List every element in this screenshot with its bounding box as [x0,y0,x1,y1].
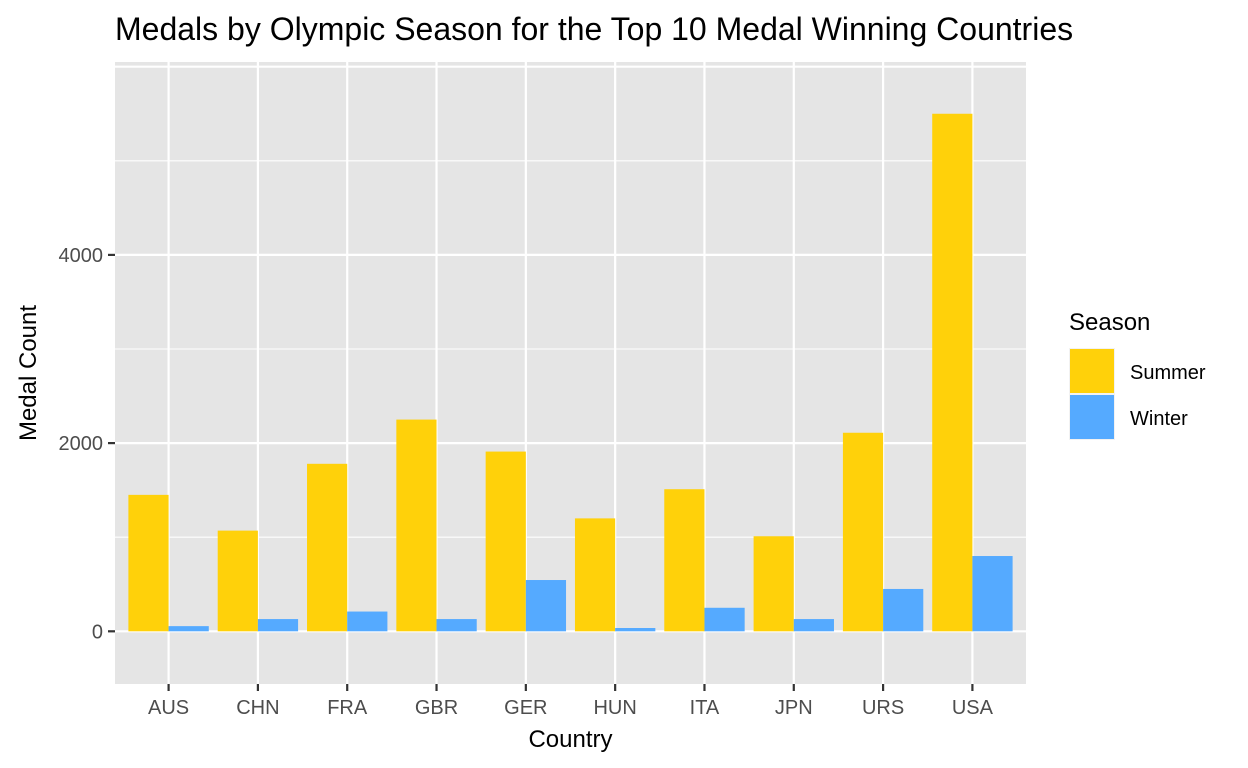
legend-label-summer: Summer [1130,362,1206,384]
bar-ita-winter [704,607,745,632]
bar-urs-summer [842,432,884,632]
bar-aus-winter [168,626,209,632]
x-tick-label: USA [952,697,994,719]
x-tick-label: HUN [593,697,636,719]
bar-hun-summer [574,518,616,632]
bar-ger-winter [525,580,567,632]
x-tick-label: CHN [236,697,279,719]
x-tick-label: ITA [690,697,720,719]
x-tick-label: URS [862,697,904,719]
y-tick-label: 4000 [59,245,104,267]
bars [128,113,1013,632]
bar-gbr-summer [396,419,437,632]
bar-jpn-summer [753,536,794,632]
legend-swatch-winter [1070,395,1114,439]
bar-gbr-winter [436,619,477,632]
x-axis: AUS CHN FRA GBR GER HUN ITA JPN URS USA [148,684,994,719]
bar-chn-summer [217,530,258,632]
x-axis-title: Country [528,726,612,753]
bar-chn-winter [257,619,299,632]
bar-jpn-winter [793,619,834,632]
bar-fra-summer [307,463,348,632]
legend-swatch-summer [1070,349,1114,393]
bar-hun-winter [615,628,656,632]
x-tick-label: GER [504,697,547,719]
y-axis: 0 2000 4000 [59,245,115,643]
bar-ger-summer [485,451,526,632]
bar-urs-winter [883,588,924,632]
y-axis-title: Medal Count [15,305,42,441]
bar-ita-summer [664,489,705,632]
legend: Season Summer Winter [1069,309,1206,440]
x-tick-label: JPN [775,697,813,719]
x-tick-label: AUS [148,697,189,719]
bar-fra-winter [347,611,388,632]
bar-usa-winter [972,556,1013,632]
x-tick-label: FRA [327,697,368,719]
bar-aus-summer [128,494,169,632]
chart-title: Medals by Olympic Season for the Top 10 … [115,11,1073,47]
x-tick-label: GBR [415,697,458,719]
bar-usa-summer [932,113,973,632]
legend-label-winter: Winter [1130,408,1188,430]
y-tick-label: 2000 [59,433,104,455]
legend-title: Season [1069,309,1150,336]
y-tick-label: 0 [92,621,103,643]
